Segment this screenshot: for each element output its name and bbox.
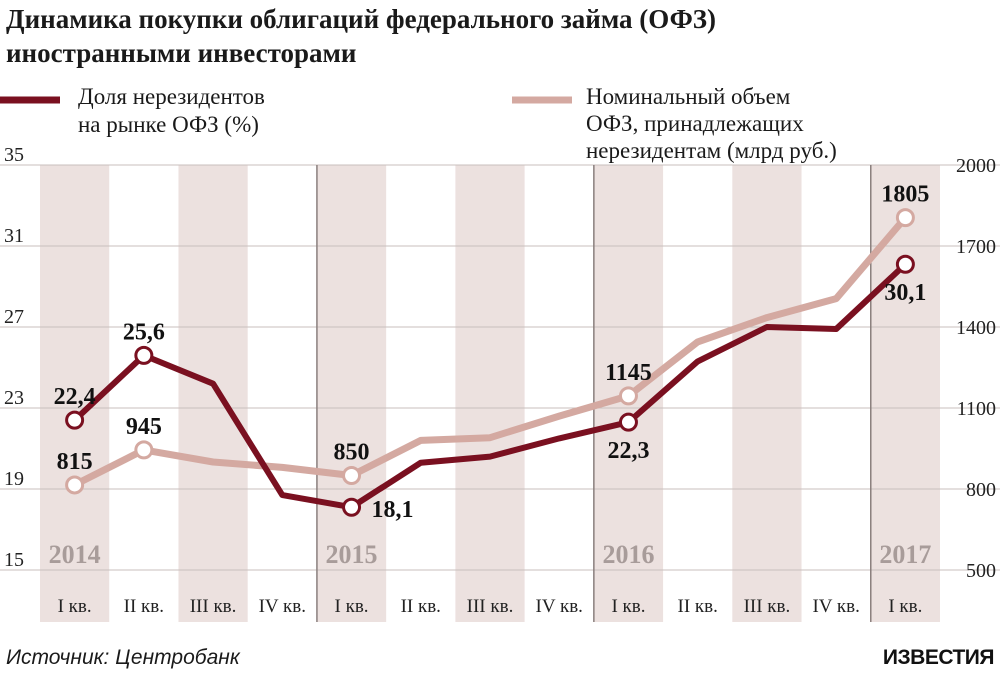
category-label-10: III кв. (744, 596, 791, 617)
data-label-volume-12: 1805 (881, 182, 929, 208)
y-left-tick-23: 23 (4, 387, 24, 409)
data-point-share-4 (342, 497, 362, 517)
data-point-share-8 (618, 412, 638, 432)
y-right-tick-1400: 1400 (956, 317, 996, 339)
category-label-7: IV кв. (536, 596, 583, 617)
column-bands (40, 165, 940, 622)
category-label-9: II кв. (678, 596, 718, 617)
legend-label-share-1: Доля нерезидентов (78, 84, 265, 109)
source-note: Источник: Центробанк (6, 646, 241, 669)
series-points (65, 208, 915, 517)
chart-title-line-1: Динамика покупки облигаций федерального … (6, 4, 716, 34)
data-point-share-1 (134, 345, 154, 365)
data-point-volume-4 (342, 466, 362, 485)
legend-label-volume-1: Номинальный объем (586, 84, 791, 109)
year-dividers (316, 165, 872, 622)
column-band-4 (316, 165, 387, 622)
category-label-4: I кв. (335, 596, 369, 617)
y-right-tick-800: 800 (966, 479, 996, 501)
category-label-12: I кв. (888, 596, 922, 617)
y-axis-left: 35 31 27 23 19 15 (4, 144, 24, 571)
chart-title-line-2: иностранными инвесторами (6, 38, 356, 68)
data-label-volume-8: 1145 (605, 360, 652, 386)
y-right-tick-1700: 1700 (956, 236, 996, 258)
series-line-volume (71, 214, 909, 489)
y-left-tick-19: 19 (4, 468, 24, 490)
y-right-tick-2000: 2000 (956, 155, 996, 177)
y-left-tick-15: 15 (4, 549, 24, 571)
data-label-volume-1: 945 (126, 414, 162, 440)
year-label-2014: 2014 (49, 540, 101, 569)
data-label-share-4: 18,1 (372, 497, 414, 523)
category-label-1: II кв. (124, 596, 164, 617)
legend: Доля нерезидентов на рынке ОФЗ (%) Номин… (0, 84, 837, 163)
year-label-2016: 2016 (602, 540, 654, 569)
category-label-5: II кв. (401, 596, 441, 617)
data-label-share-8: 22,3 (607, 438, 649, 464)
year-labels: 2014 2015 2016 2017 (49, 540, 932, 569)
year-label-2017: 2017 (879, 540, 931, 569)
y-left-tick-31: 31 (4, 225, 24, 247)
data-point-volume-1 (134, 440, 154, 460)
legend-label-volume-2: ОФЗ, принадлежащих (586, 111, 804, 136)
data-label-share-12: 30,1 (884, 280, 926, 306)
data-point-share-0 (65, 410, 85, 430)
brand-logo: ИЗВЕСТИЯ (883, 646, 994, 669)
y-left-tick-35: 35 (4, 144, 24, 166)
column-band-10 (732, 165, 802, 622)
category-label-6: III кв. (467, 596, 514, 617)
year-label-2015: 2015 (326, 540, 378, 569)
data-label-share-0: 22,4 (54, 384, 96, 410)
y-right-tick-1100: 1100 (957, 398, 996, 420)
y-left-tick-27: 27 (4, 306, 24, 328)
data-point-share-12 (895, 254, 915, 274)
data-point-volume-8 (618, 386, 638, 406)
data-point-volume-12 (895, 208, 915, 228)
column-band-6 (455, 165, 525, 622)
data-label-share-1: 25,6 (123, 319, 165, 345)
category-label-0: I кв. (58, 596, 92, 617)
data-labels: 815 945 850 1145 1805 22,4 25,6 18,1 22,3 30,1 (54, 182, 930, 524)
column-band-2 (178, 165, 248, 622)
category-label-8: I кв. (611, 596, 645, 617)
data-label-volume-0: 815 (57, 449, 93, 475)
data-point-volume-0 (65, 475, 85, 495)
data-label-volume-4: 850 (334, 440, 370, 466)
series-line-share (71, 261, 909, 511)
column-band-0 (40, 165, 110, 622)
y-right-tick-500: 500 (966, 560, 996, 582)
x-axis-categories: I кв. II кв. III кв. IV кв. I кв. II кв. III к… (58, 596, 923, 617)
category-label-2: III кв. (190, 596, 237, 617)
legend-label-share-2: на рынке ОФЗ (%) (78, 112, 259, 137)
legend-label-volume-3: нерезидентам (млрд руб.) (586, 138, 837, 163)
category-label-3: IV кв. (259, 596, 306, 617)
series-lines (71, 214, 909, 511)
y-axis-right: 2000 1700 1400 1100 800 500 (956, 155, 996, 582)
category-label-11: IV кв. (812, 596, 859, 617)
